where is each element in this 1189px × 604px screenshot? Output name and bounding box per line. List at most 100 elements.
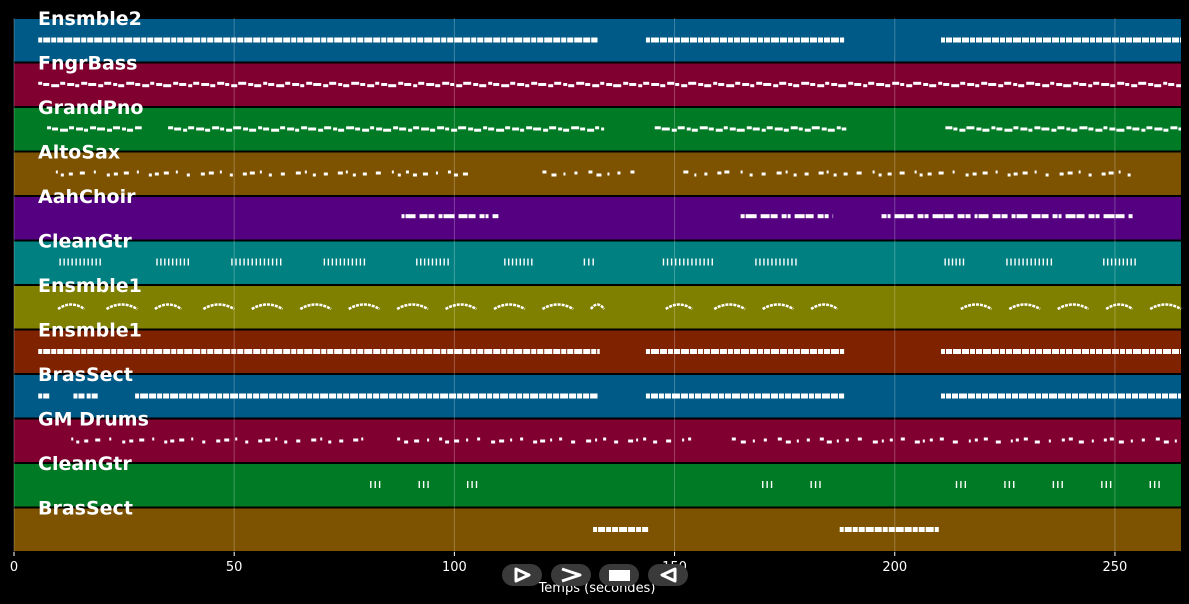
note-gap xyxy=(756,349,758,354)
x-tick-label: 100 xyxy=(442,560,467,575)
note xyxy=(752,439,755,443)
note-gap xyxy=(783,393,785,399)
note xyxy=(413,126,420,130)
note-tick xyxy=(592,258,594,266)
track-notes xyxy=(59,258,1136,266)
playback-controls xyxy=(502,564,688,586)
note-gap xyxy=(462,393,464,399)
note xyxy=(69,126,75,130)
note xyxy=(978,214,989,219)
note xyxy=(965,214,971,219)
note-gap xyxy=(1041,37,1043,43)
note-tick xyxy=(703,258,705,266)
note xyxy=(923,83,929,86)
note xyxy=(876,83,885,86)
play-forward-button[interactable] xyxy=(502,564,542,586)
note xyxy=(445,127,450,131)
stop-button[interactable] xyxy=(599,564,639,586)
note-gap xyxy=(492,393,494,399)
note-tick xyxy=(363,258,366,266)
note-gap xyxy=(506,37,508,43)
note-gap xyxy=(1011,37,1013,43)
note xyxy=(872,440,878,444)
note xyxy=(258,439,263,443)
note-gap xyxy=(140,37,142,43)
note-gap xyxy=(469,393,471,399)
rewind-button[interactable] xyxy=(648,564,688,586)
note-segment xyxy=(593,527,649,532)
note-tick xyxy=(67,258,69,266)
note-gap xyxy=(1028,37,1030,43)
note xyxy=(801,81,810,85)
note xyxy=(1174,439,1177,443)
note xyxy=(749,173,753,177)
note xyxy=(540,439,546,443)
note xyxy=(1045,173,1049,177)
note xyxy=(1155,437,1160,441)
note xyxy=(501,84,510,88)
note-phrase xyxy=(154,303,183,311)
note xyxy=(975,84,980,88)
note-gap xyxy=(238,393,240,399)
note-tick xyxy=(711,258,713,266)
note-gap xyxy=(483,349,485,354)
note-gap xyxy=(748,349,750,354)
note xyxy=(804,172,809,176)
note-tick xyxy=(1030,258,1032,266)
note-gap xyxy=(1004,393,1006,399)
note xyxy=(405,214,416,219)
note-gap xyxy=(1116,393,1118,399)
note xyxy=(388,84,397,88)
note-gap xyxy=(951,349,953,354)
note-tick xyxy=(707,258,709,266)
note xyxy=(68,172,73,176)
note-tick xyxy=(335,258,338,266)
note xyxy=(362,128,370,132)
note-gap xyxy=(206,37,208,43)
note xyxy=(193,81,200,85)
note xyxy=(1066,127,1071,131)
note-gap xyxy=(974,393,976,399)
note-gap xyxy=(222,393,224,399)
note-gap xyxy=(723,393,725,399)
note-tick xyxy=(511,258,514,266)
note xyxy=(1031,214,1041,219)
note-gap xyxy=(306,393,308,399)
note xyxy=(175,170,178,174)
note-phrase xyxy=(810,303,839,311)
note xyxy=(98,84,104,88)
note xyxy=(233,126,242,130)
note xyxy=(97,127,106,131)
note-gap xyxy=(944,393,946,399)
note xyxy=(301,126,308,130)
note xyxy=(493,83,500,86)
note-gap xyxy=(183,349,185,354)
track-notes xyxy=(38,37,1181,43)
note xyxy=(1109,437,1114,441)
note-gap xyxy=(93,37,95,43)
track-label: BrasSect xyxy=(38,498,133,520)
note xyxy=(224,438,230,442)
note-gap xyxy=(222,37,224,43)
note xyxy=(1126,126,1132,130)
note-gap xyxy=(358,393,360,399)
note xyxy=(601,127,605,131)
note-tick xyxy=(955,481,958,488)
fast-forward-button[interactable] xyxy=(551,564,591,586)
note-gap xyxy=(1094,393,1096,399)
note-gap xyxy=(887,527,889,532)
note xyxy=(763,83,772,86)
note xyxy=(563,83,568,86)
note-segment xyxy=(86,393,98,399)
note xyxy=(205,128,211,132)
note-gap xyxy=(911,527,913,532)
note-gap xyxy=(1088,37,1090,43)
note xyxy=(343,84,350,88)
note xyxy=(1078,170,1081,174)
note-gap xyxy=(199,393,201,399)
note-gap xyxy=(762,37,764,43)
note xyxy=(623,81,629,85)
note-gap xyxy=(1154,349,1156,354)
note-gap xyxy=(957,393,959,399)
note-tick xyxy=(351,258,354,266)
